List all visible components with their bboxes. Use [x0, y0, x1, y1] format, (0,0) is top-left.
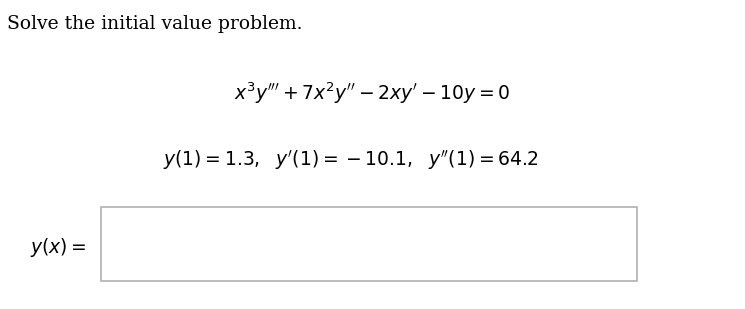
Text: $x^3y^{\prime\prime\prime} + 7x^2y^{\prime\prime} - 2xy^{\prime} - 10y = 0$: $x^3y^{\prime\prime\prime} + 7x^2y^{\pri…	[235, 80, 510, 106]
Text: $y(1) = 1.3,\ \ y'(1) = -10.1,\ \ y''(1) = 64.2$: $y(1) = 1.3,\ \ y'(1) = -10.1,\ \ y''(1)…	[162, 148, 538, 172]
Text: Solve the initial value problem.: Solve the initial value problem.	[7, 15, 303, 33]
Text: $y(x) =$: $y(x) =$	[30, 236, 86, 259]
FancyBboxPatch shape	[101, 207, 637, 281]
